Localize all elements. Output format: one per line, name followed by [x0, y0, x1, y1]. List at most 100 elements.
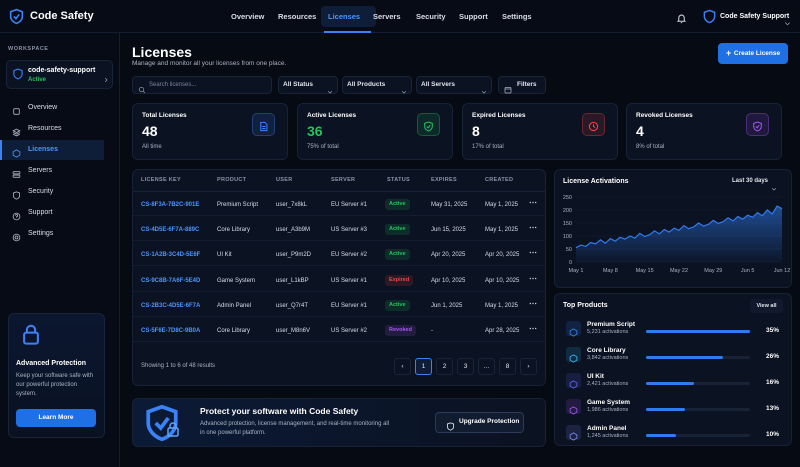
- pagination-page[interactable]: 8: [499, 358, 516, 375]
- license-key[interactable]: CS-9C8B-7A6F-5E4D: [141, 277, 201, 284]
- workspace-card[interactable]: [6, 60, 113, 89]
- nav-item[interactable]: Resources: [278, 12, 317, 21]
- sidebar-item[interactable]: Resources: [28, 125, 62, 132]
- product-icon: [569, 350, 578, 363]
- row-menu[interactable]: ⋯: [529, 298, 537, 308]
- nav-item[interactable]: Support: [459, 12, 488, 21]
- license-key[interactable]: CS-2B3C-4D5E-6F7A: [141, 302, 201, 309]
- stat-value: 36: [307, 123, 323, 139]
- license-key[interactable]: CS-5F6E-7D8C-9B0A: [141, 328, 201, 334]
- range-dropdown[interactable]: [728, 174, 786, 189]
- sidebar-item[interactable]: Overview: [28, 104, 58, 111]
- sidebar-item[interactable]: Servers: [28, 167, 53, 174]
- create-license-button[interactable]: Create License: [718, 43, 788, 64]
- table-cell: user_Q7r4T: [276, 302, 309, 309]
- nav-item[interactable]: Overview: [231, 12, 265, 21]
- upgrade-icon-glyph: [446, 422, 455, 431]
- search-icon: [138, 81, 146, 94]
- create-plus: +: [726, 48, 732, 58]
- sidebar-item[interactable]: Settings: [28, 230, 54, 237]
- license-key[interactable]: CS-8F3A-7B2C-901E: [141, 202, 200, 208]
- table-cell: Apr 20, 2025: [431, 252, 466, 259]
- status-badge: Active: [385, 199, 410, 210]
- workspace-chevron: [103, 70, 109, 83]
- dropdown-chevron: [401, 82, 407, 94]
- table-cell: May 31, 2025: [431, 202, 468, 208]
- stat-note: 8% of total: [636, 144, 665, 150]
- table-cell: EU Server #1: [331, 202, 368, 208]
- upgrade-label: Upgrade Protection: [459, 418, 520, 425]
- product-name: UI Kit: [587, 373, 604, 380]
- stat-card: [297, 103, 453, 160]
- license-key[interactable]: CS-4D5E-6F7A-889C: [141, 227, 200, 234]
- dropdown-chevron: [481, 82, 487, 94]
- row-divider: [133, 265, 545, 267]
- table-header-divider: [133, 191, 545, 192]
- sidebar-icon-glyph: [12, 171, 21, 178]
- column-header: CREATED: [485, 177, 514, 183]
- pagination-prev[interactable]: ‹: [394, 358, 411, 375]
- table-cell: user_7x8kL: [276, 202, 308, 208]
- row-menu[interactable]: ⋯: [529, 324, 537, 333]
- pagination-page[interactable]: 1: [415, 358, 432, 375]
- product-icon: [569, 324, 578, 337]
- promo-button[interactable]: Learn More: [16, 409, 96, 427]
- sidebar-item[interactable]: Licenses: [28, 146, 58, 153]
- row-menu[interactable]: ⋯: [529, 223, 537, 233]
- range-chevron-glyph: [771, 188, 777, 191]
- nav-item[interactable]: Security: [416, 12, 446, 21]
- row-menu[interactable]: ⋯: [529, 273, 537, 283]
- table-cell: UI Kit: [217, 252, 232, 259]
- stat-icon: [258, 119, 269, 132]
- filter-dropdown[interactable]: [416, 76, 492, 94]
- stat-icon: [588, 119, 599, 132]
- nav-item[interactable]: Licenses: [328, 12, 361, 21]
- product-icon: [569, 428, 578, 441]
- nav-item[interactable]: Servers: [373, 12, 401, 21]
- filter-label: All Servers: [421, 81, 455, 88]
- page-subtitle: Manage and monitor all your licenses fro…: [132, 60, 287, 67]
- dropdown-chevron-glyph: [327, 91, 333, 94]
- row-menu[interactable]: ⋯: [529, 198, 537, 207]
- notification-bell: [676, 11, 687, 24]
- filter-dropdown[interactable]: [278, 76, 338, 94]
- sidebar-item[interactable]: Security: [28, 188, 54, 195]
- pagination-next[interactable]: ›: [520, 358, 537, 375]
- user-name[interactable]: Code Safety Support: [720, 13, 790, 20]
- filters-button[interactable]: [498, 76, 546, 94]
- banner-lock-glyph: [167, 422, 179, 437]
- row-menu[interactable]: ⋯: [529, 248, 537, 258]
- status-badge: Active: [385, 224, 410, 236]
- stat-note: All time: [142, 144, 162, 150]
- share-bar: [646, 434, 676, 437]
- nav-item[interactable]: Settings: [502, 12, 532, 21]
- stat-card: [626, 103, 782, 160]
- pagination-page[interactable]: 2: [436, 358, 453, 375]
- stat-label: Active Licenses: [307, 112, 357, 119]
- promo-text: Keep your software safe with our powerfu…: [16, 373, 94, 397]
- pagination-page[interactable]: ...: [478, 358, 495, 375]
- stat-value: 8: [472, 123, 480, 139]
- sidebar-icon: [12, 145, 21, 158]
- share-bar: [646, 408, 685, 411]
- view-all-button[interactable]: View all: [750, 299, 783, 313]
- sidebar-icon: [12, 103, 21, 115]
- pagination-page[interactable]: 3: [457, 358, 474, 375]
- stat-icon-bg: [746, 113, 769, 136]
- stat-icon-bg: [417, 113, 440, 136]
- table-cell: user_M8n6V: [276, 328, 311, 334]
- row-divider: [133, 341, 545, 342]
- sidebar-active-bg: [0, 140, 104, 160]
- license-key[interactable]: CS-1A2B-3C4D-5E6F: [141, 252, 201, 259]
- promo-lock-glyph: [23, 324, 39, 345]
- table-cell: Game System: [217, 277, 256, 284]
- sidebar-item[interactable]: Support: [28, 209, 53, 216]
- search-input[interactable]: [132, 76, 272, 94]
- search-icon-glyph: [138, 86, 146, 94]
- brand-logo-glyph: [9, 8, 24, 25]
- user-menu-chevron-glyph: [785, 22, 790, 26]
- filter-dropdown[interactable]: [342, 76, 412, 94]
- share-bar: [646, 356, 724, 359]
- upgrade-button[interactable]: [435, 412, 524, 433]
